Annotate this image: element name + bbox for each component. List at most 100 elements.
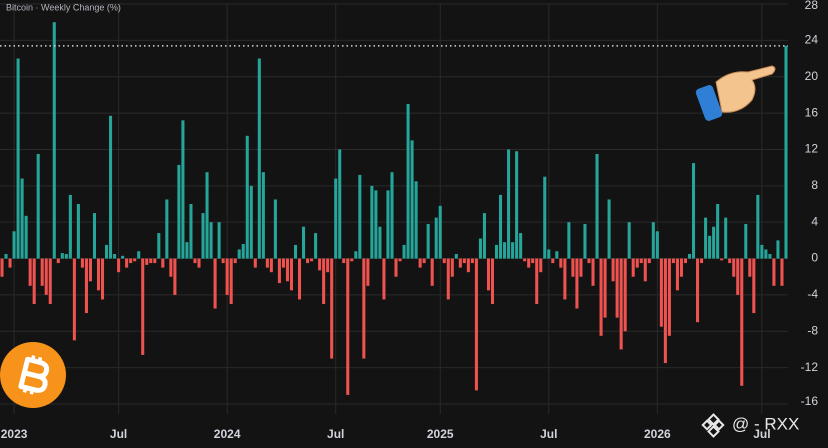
- bar: [458, 258, 462, 268]
- bar: [109, 115, 113, 259]
- bar: [153, 258, 157, 264]
- bar: [68, 194, 72, 259]
- bar: [370, 185, 374, 259]
- y-tick-label: 8: [811, 178, 818, 192]
- bar: [434, 217, 438, 259]
- bar: [406, 104, 410, 259]
- bar: [756, 194, 760, 259]
- bar: [430, 258, 434, 286]
- bar: [245, 135, 249, 259]
- bar: [671, 258, 675, 264]
- bar: [418, 258, 422, 268]
- bar: [446, 258, 450, 300]
- y-tick-label: 20: [805, 69, 819, 83]
- bar: [366, 258, 370, 286]
- bar: [310, 258, 314, 262]
- bar: [675, 258, 679, 291]
- bar: [732, 258, 736, 277]
- bar: [667, 258, 671, 336]
- bar: [374, 190, 378, 259]
- bar: [651, 222, 655, 259]
- bar: [181, 120, 185, 259]
- bar: [499, 194, 503, 259]
- x-tick-label: 2024: [214, 427, 241, 441]
- bar: [470, 258, 474, 264]
- bar: [474, 258, 478, 391]
- bar: [752, 258, 756, 314]
- bar: [631, 258, 635, 277]
- bar: [113, 254, 117, 259]
- bar: [281, 258, 285, 268]
- bar: [659, 258, 663, 327]
- bar: [213, 258, 217, 309]
- bar: [36, 154, 40, 259]
- bar: [700, 258, 704, 264]
- bar: [261, 172, 265, 259]
- bar: [623, 258, 627, 332]
- bar: [233, 258, 237, 264]
- bar: [466, 258, 470, 273]
- bar: [619, 258, 623, 350]
- bar: [494, 244, 499, 259]
- bar: [105, 244, 109, 259]
- bar: [44, 258, 48, 295]
- bar: [531, 258, 535, 264]
- bar: [358, 174, 362, 259]
- bar: [764, 249, 768, 259]
- y-tick-label: -12: [801, 360, 819, 374]
- bar: [189, 204, 193, 259]
- bar: [326, 258, 330, 273]
- bar: [772, 258, 776, 286]
- y-tick-label: 0: [811, 251, 818, 265]
- bar: [64, 254, 68, 259]
- bar: [780, 258, 784, 286]
- bar: [117, 258, 121, 273]
- bar: [563, 258, 567, 300]
- bar: [720, 258, 724, 261]
- bar: [161, 258, 165, 268]
- x-tick-label: Jul: [327, 427, 344, 441]
- pointing-hand-icon: [695, 65, 776, 121]
- y-tick-label: 4: [811, 214, 818, 228]
- bar: [346, 258, 350, 395]
- bar: [84, 258, 88, 314]
- binance-logo: [701, 413, 725, 438]
- bar: [708, 235, 712, 259]
- bar: [293, 244, 298, 259]
- bar: [547, 249, 551, 259]
- bar: [277, 258, 281, 284]
- bar: [60, 253, 64, 259]
- bar: [724, 217, 728, 259]
- y-tick-label: 12: [805, 142, 819, 156]
- bar: [193, 258, 197, 264]
- bar: [16, 58, 20, 259]
- bar: [318, 258, 322, 271]
- bar: [237, 249, 241, 259]
- bar: [748, 258, 752, 277]
- bar: [583, 224, 587, 259]
- bar: [382, 258, 386, 300]
- bar: [615, 258, 619, 318]
- bar: [265, 258, 269, 268]
- bar: [48, 258, 52, 304]
- bar: [221, 258, 225, 264]
- bar: [289, 258, 294, 291]
- bar: [736, 258, 740, 295]
- bar: [52, 22, 56, 259]
- bar: [330, 258, 334, 359]
- bar: [543, 176, 547, 259]
- x-tick-label: 2026: [644, 427, 671, 441]
- bar: [490, 258, 495, 304]
- bar: [607, 199, 611, 259]
- bar: [611, 258, 615, 282]
- bar: [454, 254, 458, 259]
- bar: [591, 258, 595, 286]
- bar: [322, 258, 326, 304]
- bars: [0, 22, 788, 395]
- bitcoin-logo: [0, 342, 66, 408]
- bar: [56, 258, 60, 264]
- bar: [639, 258, 643, 264]
- y-tick-label: 16: [805, 105, 819, 119]
